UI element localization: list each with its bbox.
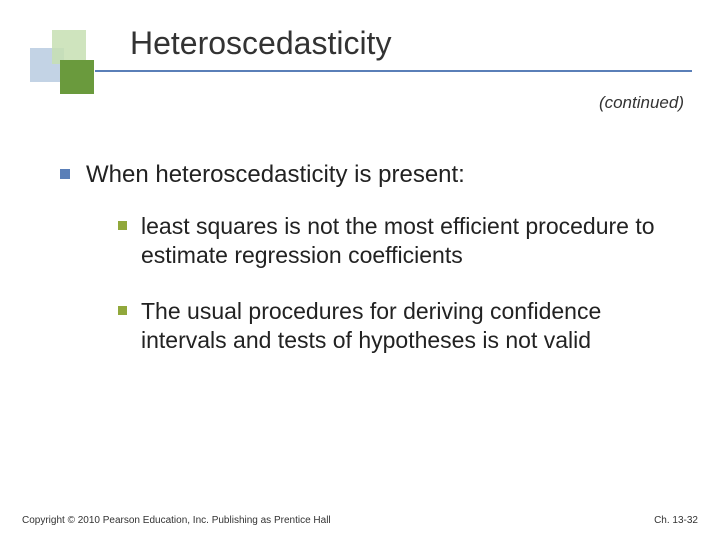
level2-text: least squares is not the most efficient …	[141, 212, 680, 271]
title-wrap: Heteroscedasticity	[130, 25, 680, 62]
logo-square-mid	[52, 30, 86, 64]
slide-title: Heteroscedasticity	[130, 25, 680, 62]
list-item: least squares is not the most efficient …	[118, 212, 680, 271]
continued-label: (continued)	[599, 93, 684, 113]
copyright-text: Copyright © 2010 Pearson Education, Inc.…	[22, 515, 331, 526]
level2-text: The usual procedures for deriving confid…	[141, 297, 680, 356]
square-bullet-icon	[60, 169, 70, 179]
square-bullet-icon	[118, 306, 127, 315]
page-number: Ch. 13-32	[654, 515, 698, 526]
content: When heteroscedasticity is present: leas…	[60, 160, 680, 382]
list-item: The usual procedures for deriving confid…	[118, 297, 680, 356]
sublist: least squares is not the most efficient …	[118, 212, 680, 356]
list-item: When heteroscedasticity is present:	[60, 160, 680, 190]
square-bullet-icon	[118, 221, 127, 230]
footer: Copyright © 2010 Pearson Education, Inc.…	[22, 515, 698, 526]
slide: { "colors": { "logo_back": "#b8cbe0", "l…	[0, 0, 720, 540]
logo	[30, 30, 100, 100]
level1-text: When heteroscedasticity is present:	[86, 160, 465, 190]
title-underline	[95, 70, 692, 72]
logo-square-front	[60, 60, 94, 94]
